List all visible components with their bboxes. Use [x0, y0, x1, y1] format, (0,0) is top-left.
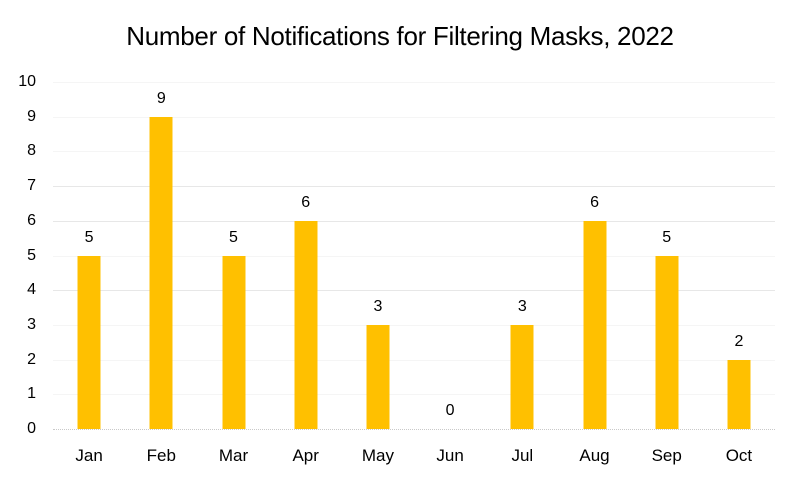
plot-area: 5 9 5 6 3 0 3 6 5 2 — [53, 82, 775, 430]
bars: 5 9 5 6 3 0 3 6 5 2 — [53, 82, 775, 429]
x-axis-tick-labels: Jan Feb Mar Apr May Jun Jul Aug Sep Oct — [53, 447, 775, 464]
x-axis-line — [53, 429, 775, 430]
x-tick-label-jul: Jul — [511, 446, 534, 465]
x-tick-label-may: May — [361, 446, 394, 465]
bar-may — [366, 324, 390, 429]
bar-slot-aug: 6 — [558, 82, 630, 429]
gridline — [53, 151, 775, 153]
chart-title: Number of Notifications for Filtering Ma… — [126, 21, 674, 51]
bar-slot-mar: 5 — [197, 82, 269, 429]
x-tick-label-sep: Sep — [651, 446, 682, 465]
gridline — [53, 394, 775, 396]
y-tick-label: 10 — [18, 73, 36, 90]
y-tick-label: 9 — [27, 107, 36, 125]
bar-jul — [510, 324, 534, 429]
bar-slot-oct: 2 — [703, 82, 775, 429]
x-tick-label-oct: Oct — [725, 446, 753, 465]
gridline — [53, 359, 775, 361]
bar-slot-feb: 9 — [125, 82, 197, 429]
x-tick-label-jan: Jan — [75, 446, 103, 465]
bar-jan — [77, 255, 101, 429]
bar-feb — [149, 116, 173, 429]
y-tick-label: 1 — [27, 385, 36, 403]
bar-value-label: 9 — [156, 89, 166, 107]
bar-value-label: 3 — [517, 297, 527, 315]
x-tick-label-mar: Mar — [218, 446, 249, 465]
bar-aug — [583, 220, 607, 429]
y-tick-label: 4 — [27, 281, 36, 299]
y-tick-label: 5 — [27, 246, 36, 264]
bar-value-label: 6 — [590, 193, 599, 211]
gridline — [53, 186, 775, 188]
y-tick-label: 6 — [27, 211, 36, 229]
bar-value-label: 2 — [734, 332, 744, 350]
bar-slot-jan: 5 — [53, 82, 125, 429]
gridline — [53, 220, 775, 222]
y-axis-tick-labels: 0 1 2 3 4 5 6 7 8 9 10 — [0, 74, 36, 437]
bar-oct — [727, 359, 751, 429]
x-tick-label-apr: Apr — [292, 446, 319, 465]
y-tick-label: 0 — [27, 420, 36, 437]
bar-slot-may: 3 — [342, 82, 414, 429]
y-tick-label: 7 — [27, 177, 36, 195]
gridline — [53, 116, 775, 118]
bar-value-label: 6 — [301, 193, 311, 211]
bar-slot-jun: 0 — [414, 82, 486, 429]
gridline — [53, 255, 775, 257]
bar-mar — [222, 255, 245, 429]
x-tick-label-aug: Aug — [579, 446, 610, 465]
y-tick-label: 8 — [27, 142, 36, 160]
gridline — [53, 324, 775, 326]
bar-slot-sep: 5 — [631, 82, 703, 429]
bar-value-label: 3 — [373, 297, 383, 315]
bar-slot-jul: 3 — [486, 82, 558, 429]
y-tick-label: 3 — [27, 315, 36, 333]
gridline — [53, 290, 775, 292]
bar-sep — [655, 255, 679, 429]
y-tick-label: 2 — [27, 350, 36, 368]
bar-slot-apr: 6 — [270, 82, 342, 429]
bar-value-label: 0 — [445, 402, 455, 419]
bar-apr — [294, 220, 318, 429]
bar-value-label: 5 — [84, 228, 94, 246]
x-tick-label-feb: Feb — [146, 446, 176, 465]
bar-value-label: 5 — [229, 228, 238, 246]
bar-value-label: 5 — [662, 228, 672, 246]
x-tick-label-jun: Jun — [436, 446, 464, 465]
gridline — [53, 82, 775, 83]
